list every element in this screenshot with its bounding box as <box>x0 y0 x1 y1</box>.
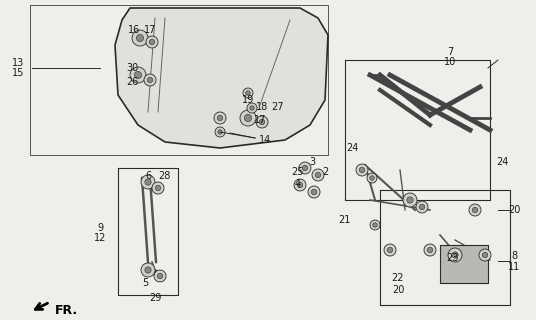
Text: 14: 14 <box>259 135 271 145</box>
Circle shape <box>424 244 436 256</box>
Circle shape <box>299 162 311 174</box>
Text: 13: 13 <box>12 58 24 68</box>
Circle shape <box>145 179 151 185</box>
Circle shape <box>214 112 226 124</box>
Circle shape <box>217 115 222 121</box>
Text: 3: 3 <box>309 157 315 167</box>
Text: 21: 21 <box>338 215 350 225</box>
Circle shape <box>132 30 148 46</box>
Text: 28: 28 <box>158 171 170 181</box>
Circle shape <box>294 179 306 191</box>
Circle shape <box>215 127 225 137</box>
Text: 9: 9 <box>97 223 103 233</box>
Circle shape <box>247 103 257 113</box>
Text: 23: 23 <box>446 253 458 263</box>
Text: 17: 17 <box>254 115 266 125</box>
Text: 10: 10 <box>444 57 456 67</box>
Circle shape <box>312 169 324 181</box>
Bar <box>440 245 488 283</box>
Text: 20: 20 <box>508 205 520 215</box>
Circle shape <box>472 207 478 213</box>
Circle shape <box>370 220 380 230</box>
Circle shape <box>245 91 250 95</box>
Circle shape <box>388 247 393 253</box>
Circle shape <box>373 223 377 227</box>
Circle shape <box>218 130 222 134</box>
Circle shape <box>302 165 308 171</box>
Text: 19: 19 <box>242 95 254 105</box>
Circle shape <box>403 193 417 207</box>
Circle shape <box>146 36 158 48</box>
Text: 7: 7 <box>447 47 453 57</box>
Text: 6: 6 <box>145 171 151 181</box>
Circle shape <box>469 204 481 216</box>
Circle shape <box>259 119 265 125</box>
Circle shape <box>419 204 425 210</box>
Text: 29: 29 <box>149 293 161 303</box>
Circle shape <box>479 249 491 261</box>
Text: 18: 18 <box>256 102 268 112</box>
Circle shape <box>482 252 488 258</box>
Circle shape <box>152 182 164 194</box>
Circle shape <box>448 248 462 262</box>
Circle shape <box>154 270 166 282</box>
Circle shape <box>145 267 151 273</box>
Circle shape <box>356 164 368 176</box>
Circle shape <box>141 263 155 277</box>
Circle shape <box>147 77 153 83</box>
Text: 17: 17 <box>144 25 156 35</box>
Circle shape <box>407 197 413 203</box>
Text: FR.: FR. <box>55 303 78 316</box>
Circle shape <box>311 189 317 195</box>
Circle shape <box>370 176 374 180</box>
Polygon shape <box>115 8 328 148</box>
Circle shape <box>297 182 303 188</box>
Circle shape <box>250 106 254 110</box>
Circle shape <box>243 88 253 98</box>
Circle shape <box>130 67 146 83</box>
Circle shape <box>135 71 142 79</box>
Text: 11: 11 <box>508 262 520 272</box>
Circle shape <box>136 34 144 42</box>
Circle shape <box>141 175 155 189</box>
Text: 12: 12 <box>94 233 106 243</box>
Text: 5: 5 <box>142 278 148 288</box>
Text: 24: 24 <box>346 143 358 153</box>
Circle shape <box>308 186 320 198</box>
Circle shape <box>157 273 163 279</box>
Circle shape <box>150 39 155 45</box>
Circle shape <box>244 114 251 122</box>
Text: 8: 8 <box>511 251 517 261</box>
Text: 20: 20 <box>392 285 404 295</box>
Text: 30: 30 <box>126 63 138 73</box>
Text: 27: 27 <box>272 102 284 112</box>
Text: 2: 2 <box>322 167 328 177</box>
Circle shape <box>427 247 433 253</box>
Circle shape <box>256 116 268 128</box>
Circle shape <box>367 173 377 183</box>
Circle shape <box>315 172 321 178</box>
Circle shape <box>144 74 156 86</box>
Circle shape <box>384 244 396 256</box>
Circle shape <box>452 252 458 258</box>
Circle shape <box>359 167 364 173</box>
Circle shape <box>155 185 161 191</box>
Text: 16: 16 <box>128 25 140 35</box>
Text: 15: 15 <box>12 68 24 78</box>
Text: 26: 26 <box>126 77 138 87</box>
Text: 4: 4 <box>295 179 301 189</box>
Text: 25: 25 <box>292 167 304 177</box>
Circle shape <box>240 110 256 126</box>
Circle shape <box>416 201 428 213</box>
Text: 24: 24 <box>496 157 508 167</box>
Text: 22: 22 <box>392 273 404 283</box>
